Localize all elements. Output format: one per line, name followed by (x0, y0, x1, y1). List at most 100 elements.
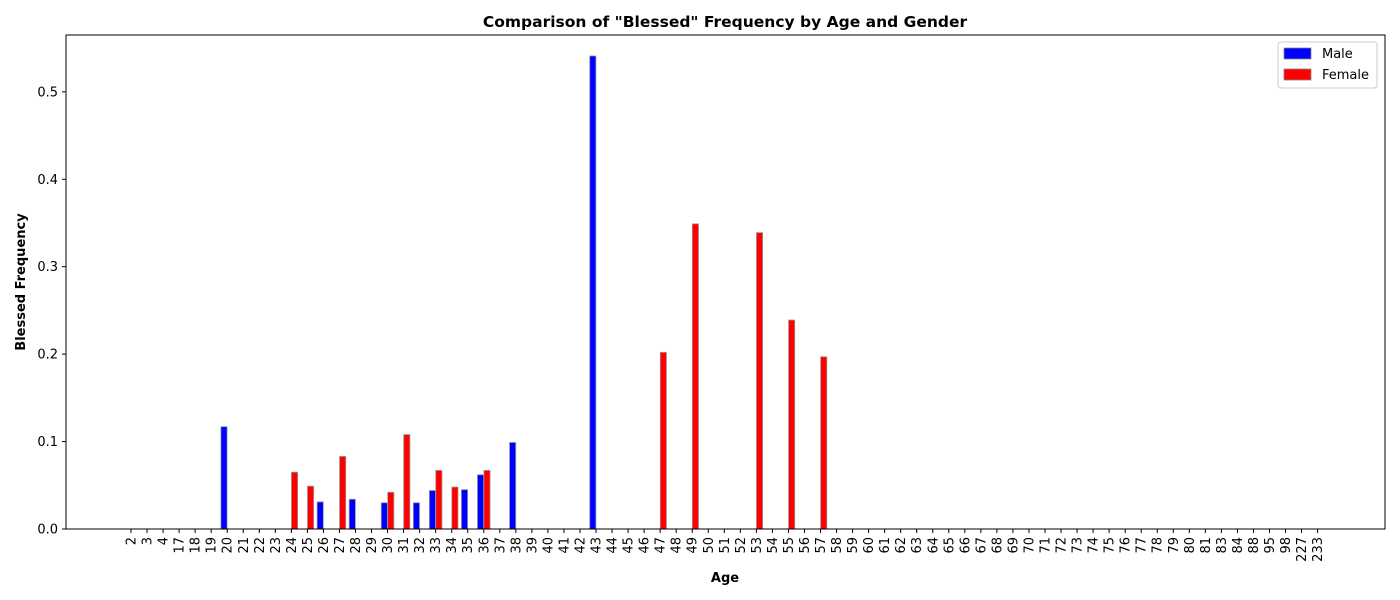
x-tick-label: 26 (317, 537, 332, 554)
x-tick-label: 45 (622, 537, 637, 554)
x-tick-label: 31 (397, 537, 412, 554)
x-tick-label: 67 (974, 537, 989, 554)
y-tick-label: 0.5 (37, 85, 58, 100)
x-tick-label: 88 (1247, 537, 1262, 554)
bar-male-age-33 (428, 490, 436, 530)
x-tick-label: 17 (173, 537, 188, 554)
bar-female-age-36 (483, 470, 491, 530)
x-tick-label: 98 (1279, 537, 1294, 554)
x-tick-label: 70 (1022, 537, 1037, 554)
x-tick-label: 60 (862, 537, 877, 554)
x-tick-label: 19 (205, 537, 220, 554)
legend: Male Female (1277, 41, 1378, 89)
x-tick-label: 44 (606, 537, 621, 554)
y-tick-label: 0.0 (37, 523, 58, 538)
x-tick-label: 3 (141, 537, 156, 545)
x-tick-label: 41 (557, 537, 572, 554)
x-tick-label: 46 (638, 537, 653, 554)
x-tick-label: 24 (285, 537, 300, 554)
bar-female-age-47 (659, 351, 667, 530)
x-tick-label: 38 (509, 537, 524, 554)
bar-male-age-36 (477, 474, 485, 530)
x-tick-label: 71 (1038, 537, 1053, 554)
x-tick-label: 50 (702, 537, 717, 554)
x-tick-label: 233 (1311, 537, 1326, 562)
x-tick-label: 66 (958, 537, 973, 554)
legend-label-female: Female (1322, 68, 1369, 83)
x-tick-label: 28 (349, 537, 364, 554)
x-tick-label: 4 (157, 537, 172, 545)
x-tick-label: 78 (1151, 537, 1166, 554)
x-tick-label: 39 (525, 537, 540, 554)
x-tick-label: 51 (718, 537, 733, 554)
x-tick-label: 27 (333, 537, 348, 554)
x-tick-label: 18 (189, 537, 204, 554)
bar-female-age-30 (387, 491, 395, 530)
y-tick-label: 0.3 (37, 260, 58, 275)
x-tick-label: 72 (1055, 537, 1070, 554)
bar-male-age-30 (380, 502, 388, 530)
x-tick-label: 33 (429, 537, 444, 554)
bar-male-age-35 (461, 489, 469, 530)
x-tick-label: 2 (125, 537, 140, 545)
x-tick-label: 34 (445, 537, 460, 554)
y-tick-label: 0.4 (37, 173, 58, 188)
bar-male-age-38 (509, 442, 517, 530)
x-tick-label: 35 (461, 537, 476, 554)
bar-male-age-28 (348, 498, 356, 530)
x-tick-label: 74 (1087, 537, 1102, 554)
x-tick-label: 80 (1183, 537, 1198, 554)
bar-female-age-55 (788, 319, 796, 530)
x-axis-title: Age (711, 571, 739, 586)
bar-male-age-32 (412, 502, 420, 530)
plot-area-frame (65, 34, 1386, 530)
legend-swatch-male (1283, 47, 1312, 60)
x-tick-label: 84 (1231, 537, 1246, 554)
y-axis: 0.0 0.1 0.2 0.3 0.4 0.5 (37, 85, 66, 538)
x-tick-label: 65 (942, 537, 957, 554)
x-tick-label: 57 (814, 537, 829, 554)
x-tick-label: 36 (477, 537, 492, 554)
bar-female-age-57 (820, 356, 828, 530)
bar-male-age-43 (589, 55, 597, 530)
legend-swatch-female (1283, 68, 1312, 81)
x-tick-label: 40 (541, 537, 556, 554)
x-tick-label: 25 (301, 537, 316, 554)
x-tick-label: 43 (590, 537, 605, 554)
x-tick-label: 69 (1006, 537, 1021, 554)
x-tick-label: 83 (1215, 537, 1230, 554)
x-tick-label: 52 (734, 537, 749, 554)
x-tick-label: 58 (830, 537, 845, 554)
legend-label-male: Male (1322, 47, 1353, 62)
x-tick-label: 49 (686, 537, 701, 554)
x-tick-label: 77 (1135, 537, 1150, 554)
x-tick-label: 63 (910, 537, 925, 554)
x-tick-label: 68 (990, 537, 1005, 554)
x-tick-label: 29 (365, 537, 380, 554)
x-tick-label: 22 (253, 537, 268, 554)
y-tick-label: 0.1 (37, 435, 58, 450)
x-tick-label: 55 (782, 537, 797, 554)
x-tick-label: 79 (1167, 537, 1182, 554)
x-tick-label: 21 (237, 537, 252, 554)
bar-female-age-27 (339, 456, 347, 530)
x-tick-label: 42 (573, 537, 588, 554)
x-tick-label: 30 (381, 537, 396, 554)
x-tick-label: 54 (766, 537, 781, 554)
bars-group (220, 55, 828, 530)
y-tick-label: 0.2 (37, 348, 58, 363)
x-tick-label: 32 (413, 537, 428, 554)
x-tick-label: 73 (1071, 537, 1086, 554)
bar-female-age-49 (691, 223, 699, 530)
bar-male-age-20 (220, 426, 228, 530)
x-tick-label: 23 (269, 537, 284, 554)
x-tick-label: 56 (798, 537, 813, 554)
bar-female-age-34 (451, 486, 459, 530)
x-tick-label: 61 (878, 537, 893, 554)
x-tick-label: 227 (1295, 537, 1310, 562)
x-tick-label: 59 (846, 537, 861, 554)
x-tick-label: 75 (1103, 537, 1118, 554)
x-tick-label: 37 (493, 537, 508, 554)
x-tick-label: 53 (750, 537, 765, 554)
x-tick-label: 95 (1263, 537, 1278, 554)
